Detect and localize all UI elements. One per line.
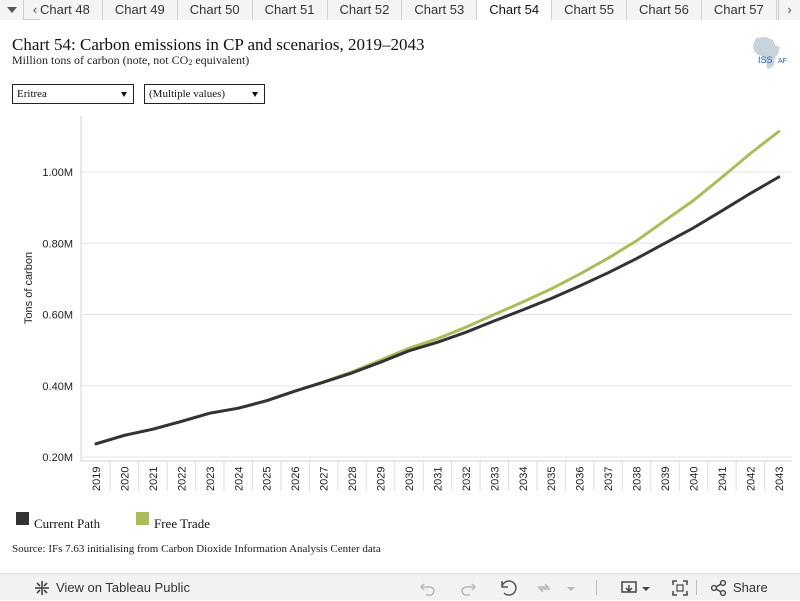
tab-chart-55[interactable]: Chart 55 xyxy=(552,0,627,20)
x-tick-label: 2037 xyxy=(603,467,615,491)
x-tick-label: 2019 xyxy=(91,467,103,491)
tab-chart-49[interactable]: Chart 49 xyxy=(102,0,178,20)
download-icon[interactable] xyxy=(620,578,640,598)
x-tick-label: 2032 xyxy=(461,467,473,491)
tableau-logo-icon xyxy=(35,581,49,595)
toolbar-divider xyxy=(596,580,597,595)
x-tick-label: 2024 xyxy=(233,467,245,491)
y-tick-label: 0.40M xyxy=(42,381,73,393)
country-filter-value: Eritrea xyxy=(17,88,47,100)
chevron-down-icon xyxy=(252,92,258,97)
sheet-tab-bar: ‹ Chart 48 Chart 49 Chart 50 Chart 51 Chart … xyxy=(0,0,800,20)
chart-title: Chart 54: Carbon emissions in CP and sce… xyxy=(12,35,425,54)
series-line-free-trade xyxy=(94,129,781,446)
tab-chart-52[interactable]: Chart 52 xyxy=(327,0,403,20)
x-tick-label: 2028 xyxy=(347,467,359,491)
scenario-filter-dropdown[interactable]: (Multiple values) xyxy=(144,84,265,104)
scenario-filter-value: (Multiple values) xyxy=(149,88,226,100)
x-tick-label: 2040 xyxy=(688,467,700,491)
tabs-viewport: Chart 48 Chart 49 Chart 50 Chart 51 Chart 52… xyxy=(40,0,780,20)
emissions-line-chart: 0.20M 0.40M 0.60M 0.80M 1.00M 2019 2020 2021 202… xyxy=(23,116,792,491)
logo-text-af: AF xyxy=(778,58,787,65)
revert-icon[interactable] xyxy=(498,578,518,598)
legend-swatch-free-trade xyxy=(136,512,149,525)
logo-text-iss: ISS xyxy=(758,55,773,65)
tab-chart-50[interactable]: Chart 50 xyxy=(177,0,253,20)
x-tick-label: 2039 xyxy=(660,467,672,491)
x-tick-label: 2030 xyxy=(404,467,416,491)
iss-africa-logo: ISS AF xyxy=(753,37,787,69)
country-filter-dropdown[interactable]: Eritrea xyxy=(12,84,134,104)
share-button[interactable]: Share xyxy=(733,580,768,595)
subtitle-main: Million tons of carbon (note, not CO xyxy=(12,53,189,67)
tab-next-chevron-icon[interactable]: › xyxy=(778,0,800,20)
x-tick-label: 2043 xyxy=(774,467,786,491)
x-tick-label: 2033 xyxy=(489,467,501,491)
y-axis-title: Tons of carbon xyxy=(23,252,35,324)
x-tick-label: 2023 xyxy=(205,467,217,491)
x-tick-label: 2038 xyxy=(632,467,644,491)
x-tick-label: 2026 xyxy=(290,467,302,491)
x-tick-label: 2035 xyxy=(546,467,558,491)
tab-chart-51[interactable]: Chart 51 xyxy=(252,0,328,20)
tab-chart-53[interactable]: Chart 53 xyxy=(402,0,478,20)
tableau-toolbar: View on Tableau Public Share xyxy=(0,573,800,600)
tab-chart-56[interactable]: Chart 56 xyxy=(627,0,702,20)
x-tick-label: 2029 xyxy=(376,467,388,491)
tab-chart-48[interactable]: Chart 48 xyxy=(40,0,103,20)
refresh-icon[interactable] xyxy=(534,578,554,598)
view-on-tableau-public-link[interactable]: View on Tableau Public xyxy=(56,580,190,595)
series-line-current-path xyxy=(94,175,781,446)
x-tick-label: 2025 xyxy=(262,467,274,491)
y-tick-label: 0.20M xyxy=(42,452,73,464)
share-icon[interactable] xyxy=(709,578,729,598)
fullscreen-icon[interactable] xyxy=(670,578,690,598)
tab-chart-54[interactable]: Chart 54 xyxy=(477,0,553,20)
tab-chart-57[interactable]: Chart 57 xyxy=(701,0,777,20)
x-tick-label: 2021 xyxy=(148,467,160,491)
legend-swatch-current-path xyxy=(16,512,29,525)
x-tick-label: 2034 xyxy=(518,467,530,491)
tab-prev-chevron-icon[interactable]: ‹ xyxy=(32,2,38,17)
x-tick-label: 2020 xyxy=(119,467,131,491)
legend-label-free-trade: Free Trade xyxy=(154,516,210,531)
tab-list-dropdown[interactable] xyxy=(0,0,24,20)
download-options-chevron-icon[interactable] xyxy=(636,578,656,598)
tabs-row: Chart 48 Chart 49 Chart 50 Chart 51 Chart 52… xyxy=(40,0,780,20)
chevron-down-icon xyxy=(7,7,17,13)
x-tick-label: 2042 xyxy=(745,467,757,491)
refresh-options-chevron-icon[interactable] xyxy=(561,578,581,598)
x-tick-label: 2027 xyxy=(319,467,331,491)
redo-icon[interactable] xyxy=(458,578,478,598)
chart-subtitle: Million tons of carbon (note, not CO2 eq… xyxy=(12,53,249,68)
y-tick-label: 1.00M xyxy=(42,167,73,179)
y-tick-label: 0.80M xyxy=(42,238,73,250)
subtitle-end: equivalent) xyxy=(192,53,250,67)
x-tick-label: 2041 xyxy=(717,467,729,491)
chevron-down-icon xyxy=(121,92,127,97)
x-tick-label: 2031 xyxy=(432,467,444,491)
source-note: Source: IFs 7.63 initialising from Carbo… xyxy=(12,543,381,555)
legend-label-current-path: Current Path xyxy=(34,516,101,531)
undo-icon[interactable] xyxy=(418,578,438,598)
subtitle-subscript: 2 xyxy=(188,58,193,67)
x-tick-label: 2022 xyxy=(176,467,188,491)
toolbar-divider xyxy=(696,580,697,595)
x-tick-label: 2036 xyxy=(575,467,587,491)
y-tick-label: 0.60M xyxy=(42,310,73,322)
